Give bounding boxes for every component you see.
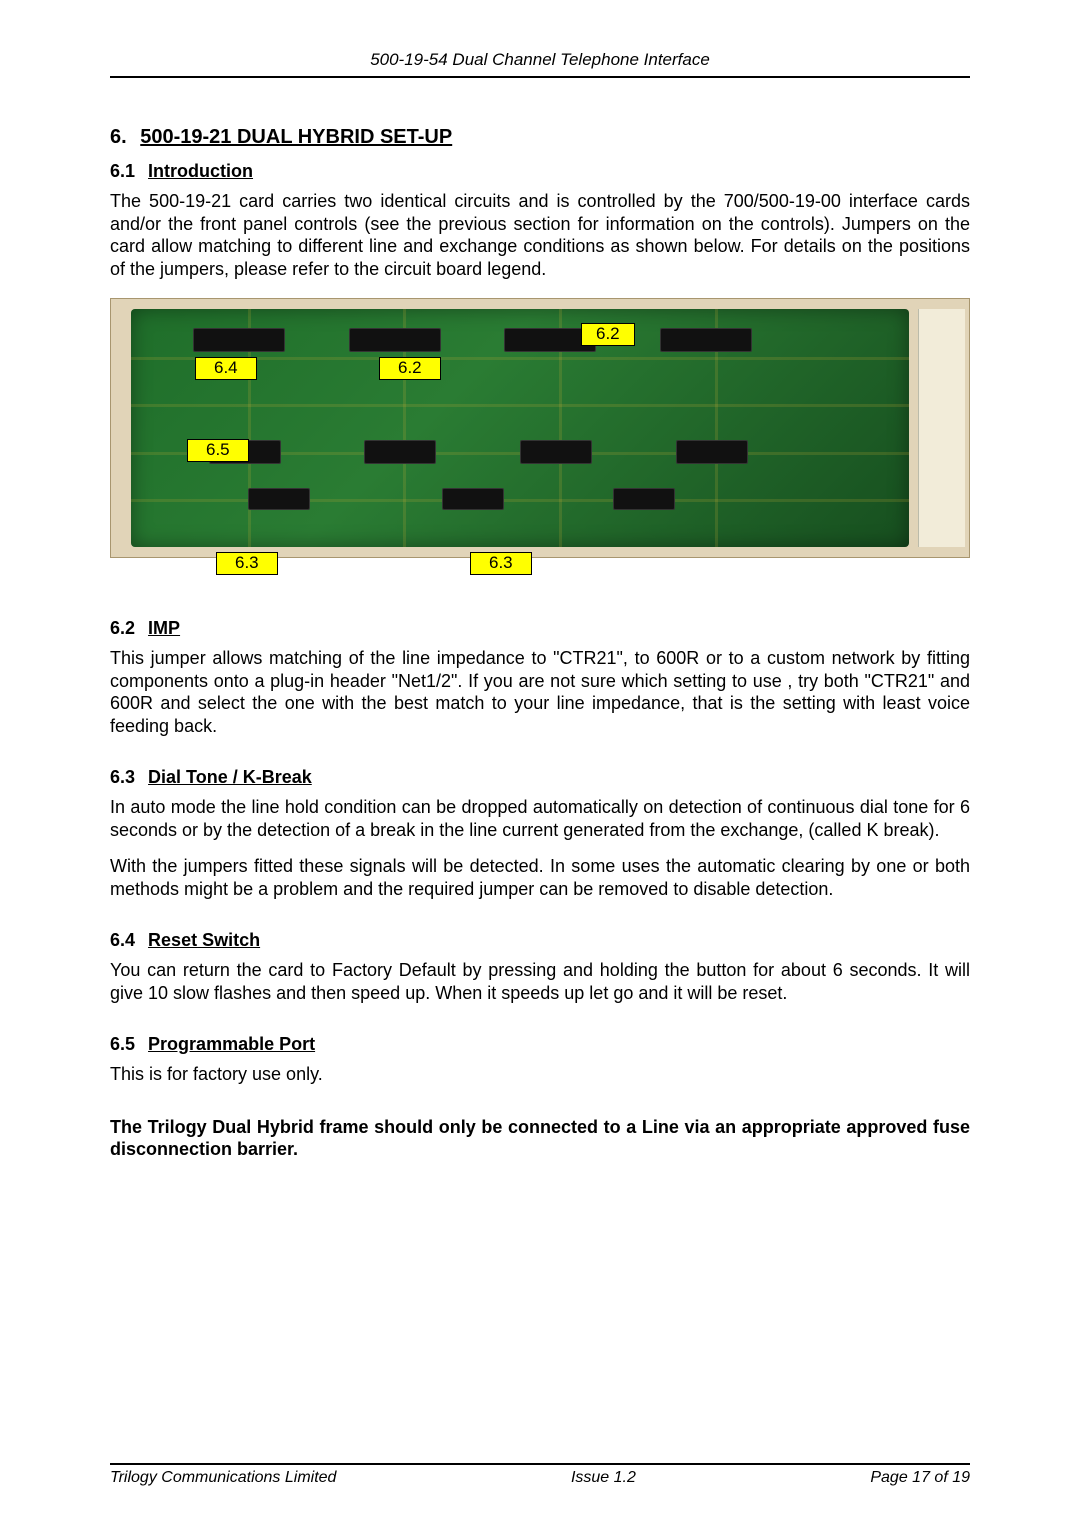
subsection-heading: Introduction <box>148 161 253 181</box>
subsection-imp-title: 6.2 IMP <box>110 618 970 639</box>
callout-6-2-mid: 6.2 <box>379 357 441 380</box>
board-side-label <box>918 309 965 547</box>
subsection-reset-title: 6.4 Reset Switch <box>110 930 970 951</box>
pcb-board <box>131 309 909 547</box>
section-heading: 500-19-21 DUAL HYBRID SET-UP <box>140 126 452 148</box>
subsection-number: 6.5 <box>110 1034 135 1054</box>
subsection-number: 6.1 <box>110 161 135 181</box>
callout-6-3-left: 6.3 <box>216 552 278 575</box>
subsection-intro-title: 6.1 Introduction <box>110 161 970 182</box>
section-title: 6. 500-19-21 DUAL HYBRID SET-UP <box>110 126 970 149</box>
header-title: 500-19-54 Dual Channel Telephone Interfa… <box>370 50 710 69</box>
footer-left: Trilogy Communications Limited <box>110 1469 336 1487</box>
section-number: 6. <box>110 126 127 148</box>
page-footer: Trilogy Communications Limited Issue 1.2… <box>110 1463 970 1487</box>
reset-paragraph: You can return the card to Factory Defau… <box>110 959 970 1004</box>
dial-paragraph-2: With the jumpers fitted these signals wi… <box>110 855 970 900</box>
callout-6-3-mid: 6.3 <box>470 552 532 575</box>
footer-center: Issue 1.2 <box>571 1469 636 1487</box>
subsection-dial-title: 6.3 Dial Tone / K-Break <box>110 767 970 788</box>
prog-paragraph: This is for factory use only. <box>110 1063 970 1086</box>
subsection-heading: Reset Switch <box>148 930 260 950</box>
subsection-number: 6.3 <box>110 767 135 787</box>
page-header: 500-19-54 Dual Channel Telephone Interfa… <box>110 50 970 78</box>
subsection-heading: Dial Tone / K-Break <box>148 767 312 787</box>
intro-paragraph: The 500-19-21 card carries two identical… <box>110 190 970 280</box>
footer-right: Page 17 of 19 <box>870 1469 970 1487</box>
subsection-heading: Programmable Port <box>148 1034 315 1054</box>
subsection-number: 6.4 <box>110 930 135 950</box>
imp-paragraph: This jumper allows matching of the line … <box>110 647 970 737</box>
board-frame: 6.2 6.2 6.4 6.5 <box>110 298 970 558</box>
callout-6-5: 6.5 <box>187 439 249 462</box>
dial-paragraph-1: In auto mode the line hold condition can… <box>110 796 970 841</box>
subsection-number: 6.2 <box>110 618 135 638</box>
callout-6-4: 6.4 <box>195 357 257 380</box>
subsection-prog-title: 6.5 Programmable Port <box>110 1034 970 1055</box>
subsection-heading: IMP <box>148 618 180 638</box>
page-container: 500-19-54 Dual Channel Telephone Interfa… <box>0 0 1080 1527</box>
warning-paragraph: The Trilogy Dual Hybrid frame should onl… <box>110 1116 970 1161</box>
callout-6-2-top: 6.2 <box>581 323 635 346</box>
circuit-board-figure: 6.2 6.2 6.4 6.5 6.3 6.3 <box>110 298 970 588</box>
